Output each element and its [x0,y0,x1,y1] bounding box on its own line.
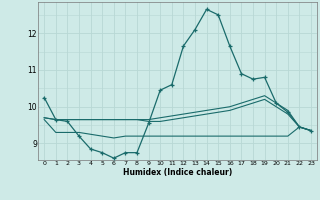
X-axis label: Humidex (Indice chaleur): Humidex (Indice chaleur) [123,168,232,177]
